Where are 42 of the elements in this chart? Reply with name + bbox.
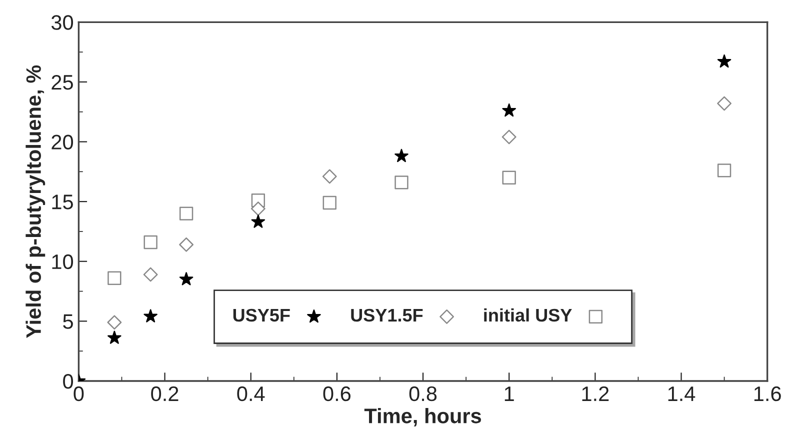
legend-label: USY1.5F [351,308,423,322]
x-tick-label: 1 [504,386,514,401]
point [144,309,158,322]
point [394,148,408,162]
y-tick-label: 25 [52,74,73,90]
point [502,103,516,117]
point [107,315,122,330]
point [179,237,194,252]
point [179,272,194,286]
point [108,330,122,344]
point [179,206,194,220]
point [322,169,337,184]
x-axis-title: Time, hours [364,408,482,426]
point [143,267,158,282]
x-tick-label: 0.2 [151,386,178,402]
point [502,170,516,184]
y-tick-label: 30 [51,15,74,30]
point [394,176,408,190]
point [717,96,732,111]
y-tick-label: 20 [52,134,74,150]
y-tick-label: 10 [52,254,74,270]
point [144,235,158,250]
x-tick-label: 0.4 [237,386,265,402]
legend-label: USY5F [233,308,290,322]
point [251,214,266,228]
y-tick-label: 15 [52,194,73,210]
x-tick-label: 0.8 [409,386,437,402]
point [717,54,732,68]
y-axis-title: Yield of p-butyryltoluene, % [26,65,46,338]
x-tick-label: 1.4 [668,386,696,401]
x-tick-label: 1.6 [754,386,781,402]
point [108,271,122,285]
point [502,130,516,144]
y-tick-label: 5 [63,314,73,329]
x-tick-label: 0 [74,386,84,402]
x-tick-label: 1.2 [582,386,609,401]
point [250,202,266,216]
x-tick-label: 0.6 [323,386,350,402]
legend-label: initial USY [484,308,572,322]
point [717,164,732,178]
point [322,196,336,210]
y-tick-label: 0 [63,374,74,389]
